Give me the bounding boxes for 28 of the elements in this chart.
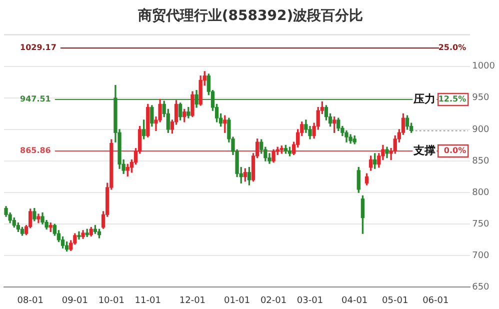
x-tick-label: 05-01 <box>382 296 408 306</box>
annotation: 支撑 <box>412 144 436 157</box>
ref-line-label: 1029.17 <box>20 43 56 52</box>
y-tick-label: 750 <box>472 219 490 230</box>
y-tick-label: 850 <box>472 156 490 166</box>
x-tick-label: 06-01 <box>422 296 449 306</box>
y-tick-label: 1000 <box>472 62 496 72</box>
x-tick-label: 08-01 <box>17 296 44 306</box>
ref-line-label: 947.51 <box>20 94 52 104</box>
x-tick-label: 11-01 <box>134 296 161 306</box>
x-tick-label: 09-01 <box>62 296 88 306</box>
x-tick-label: 04-01 <box>342 296 368 306</box>
y-tick-label: 900 <box>472 124 490 135</box>
x-tick-label: 10-01 <box>98 296 124 306</box>
y-tick-label: 700 <box>472 250 490 261</box>
y-tick-label: 800 <box>472 188 490 198</box>
y-tick-label: 950 <box>472 93 490 104</box>
ref-line-label: 865.86 <box>20 146 52 156</box>
annotation: 压力 <box>412 92 436 106</box>
chart-title: 商贸代理行业(858392)波段百分比 <box>136 7 364 24</box>
x-tick-label: 02-01 <box>260 296 287 306</box>
annotation: 25.0% <box>438 43 466 52</box>
y-tick-label: 650 <box>472 282 490 293</box>
x-tick-label: 03-01 <box>296 296 324 306</box>
annotation: 0.0% <box>444 146 466 156</box>
annotation: 12.5% <box>438 94 466 104</box>
x-tick-label: 01-01 <box>224 296 250 306</box>
x-tick-label: 12-01 <box>179 296 206 306</box>
